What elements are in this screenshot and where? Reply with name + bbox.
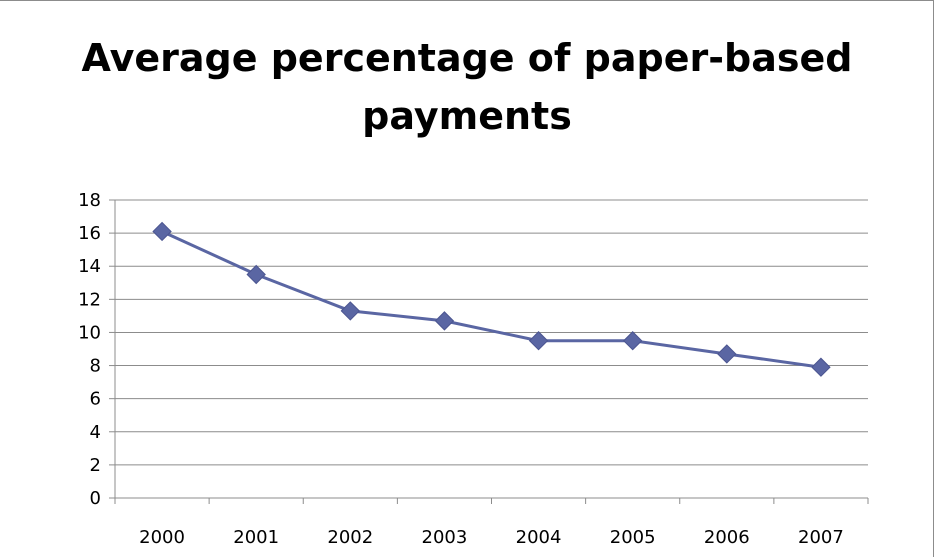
chart-title-line-1: Average percentage of paper-based bbox=[81, 36, 853, 80]
data-point-marker bbox=[528, 331, 549, 351]
data-point-marker bbox=[811, 357, 831, 377]
chart-title: Average percentage of paper-based paymen… bbox=[0, 29, 934, 145]
x-tick-label: 2003 bbox=[422, 527, 468, 548]
x-tick-label: 2001 bbox=[233, 527, 279, 548]
x-tick-label: 2004 bbox=[516, 527, 562, 548]
x-tick-label: 2007 bbox=[798, 527, 844, 548]
chart-title-line-2: payments bbox=[362, 94, 572, 138]
data-point-marker bbox=[152, 221, 172, 242]
y-tick-label: 10 bbox=[78, 322, 101, 343]
data-point-marker bbox=[434, 311, 455, 331]
x-tick-label: 2005 bbox=[610, 527, 656, 548]
data-point-marker bbox=[340, 301, 361, 321]
y-tick-label: 12 bbox=[78, 289, 101, 310]
y-tick-label: 14 bbox=[78, 256, 101, 277]
y-tick-label: 6 bbox=[90, 389, 101, 410]
y-tick-label: 18 bbox=[78, 190, 101, 211]
y-tick-label: 8 bbox=[90, 356, 101, 377]
y-tick-label: 4 bbox=[90, 422, 101, 443]
data-point-marker bbox=[717, 344, 737, 364]
x-tick-label: 2006 bbox=[704, 527, 750, 548]
x-tick-label: 2000 bbox=[139, 527, 185, 548]
x-tick-label: 2002 bbox=[327, 527, 373, 548]
data-point-marker bbox=[246, 264, 266, 285]
data-point-marker bbox=[622, 331, 643, 351]
y-tick-label: 2 bbox=[90, 455, 101, 476]
y-tick-label: 16 bbox=[78, 223, 101, 244]
series-line bbox=[161, 230, 822, 369]
y-tick-label: 0 bbox=[90, 488, 101, 509]
